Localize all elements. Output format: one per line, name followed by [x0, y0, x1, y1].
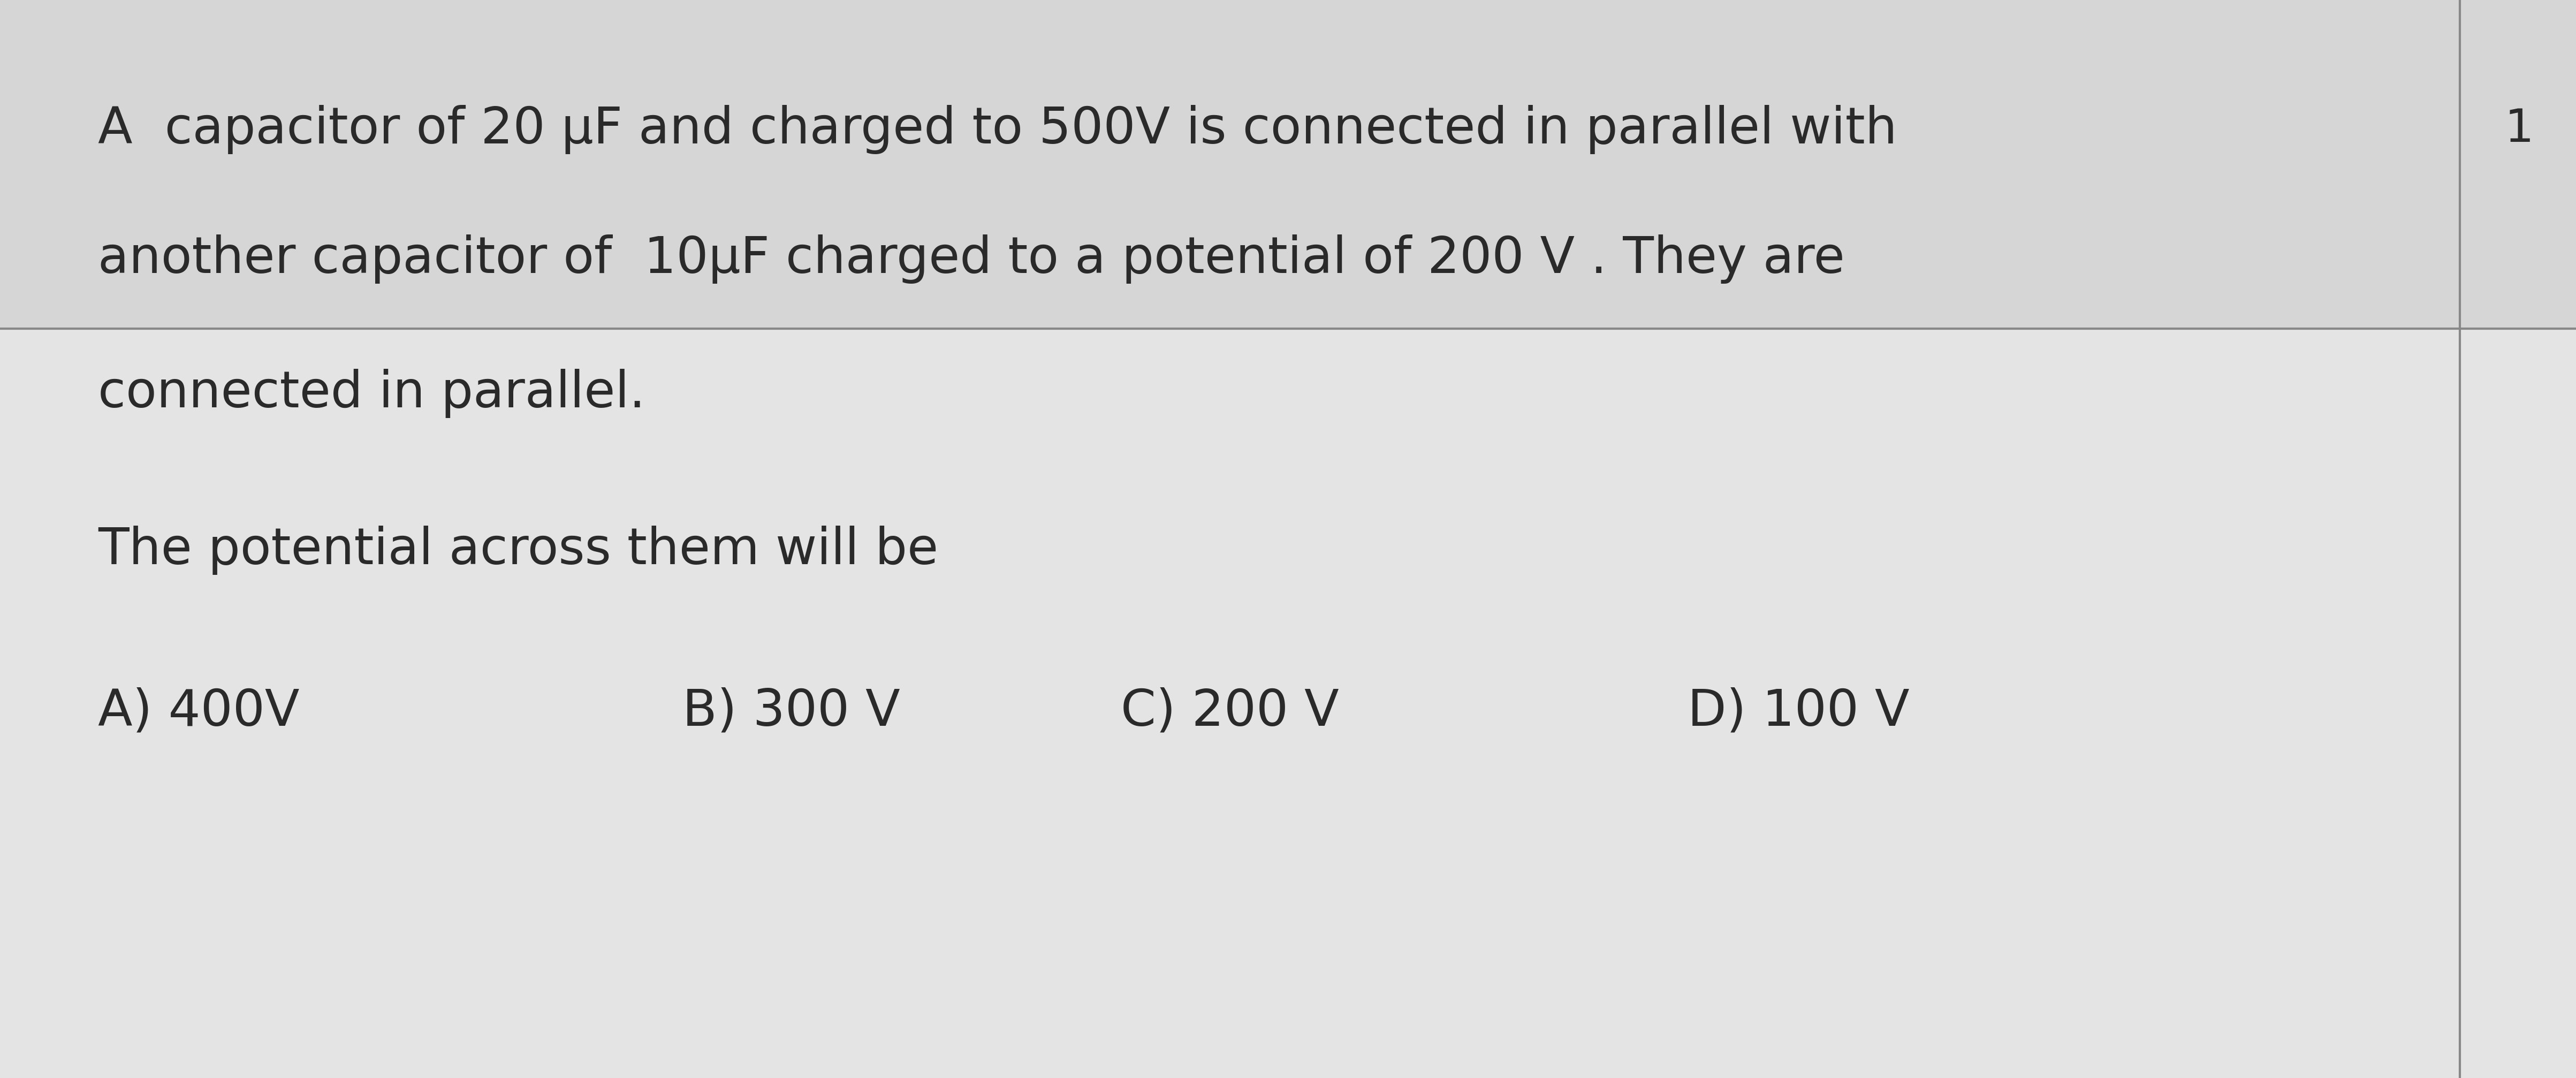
Bar: [0, 329, 2576, 1078]
Bar: [0, 0, 2576, 329]
Text: A  capacitor of 20 μF and charged to 500V is connected in parallel with: A capacitor of 20 μF and charged to 500V…: [98, 105, 1896, 154]
Text: C) 200 V: C) 200 V: [1121, 687, 1340, 736]
Text: 1: 1: [2504, 107, 2535, 152]
Text: another capacitor of  10μF charged to a potential of 200 V . They are: another capacitor of 10μF charged to a p…: [98, 234, 1844, 284]
Text: A) 400V: A) 400V: [98, 687, 299, 736]
Text: D) 100 V: D) 100 V: [1687, 687, 1909, 736]
Text: The potential across them will be: The potential across them will be: [98, 525, 938, 575]
Text: connected in parallel.: connected in parallel.: [98, 369, 644, 418]
Text: B) 300 V: B) 300 V: [683, 687, 902, 736]
